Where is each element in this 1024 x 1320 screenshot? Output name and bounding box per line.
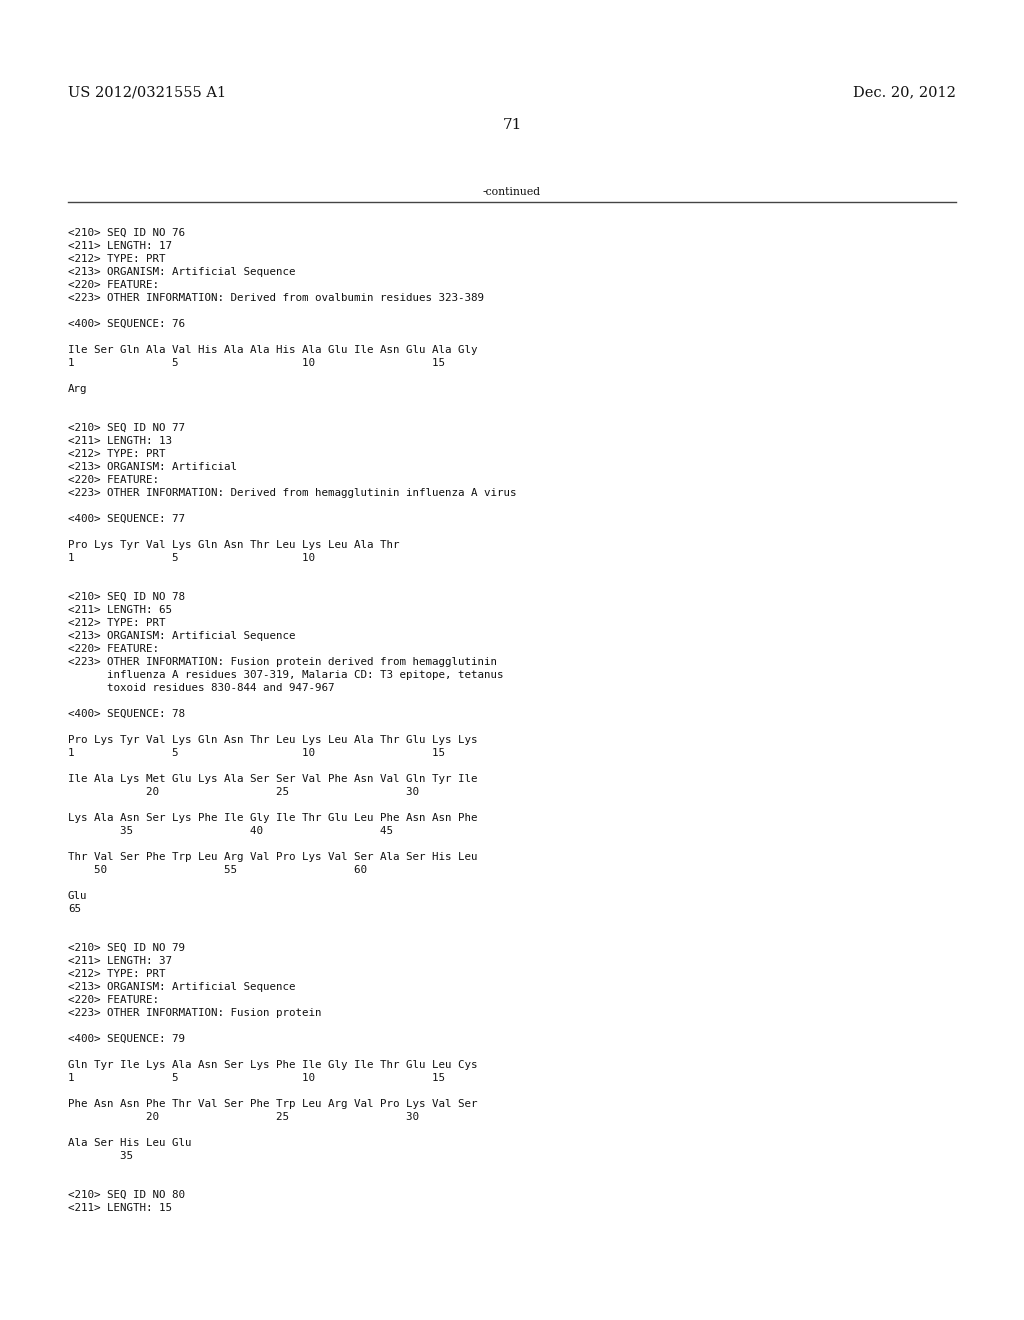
- Text: <213> ORGANISM: Artificial Sequence: <213> ORGANISM: Artificial Sequence: [68, 631, 296, 642]
- Text: <223> OTHER INFORMATION: Fusion protein derived from hemagglutinin: <223> OTHER INFORMATION: Fusion protein …: [68, 657, 497, 667]
- Text: <400> SEQUENCE: 78: <400> SEQUENCE: 78: [68, 709, 185, 719]
- Text: -continued: -continued: [483, 187, 541, 197]
- Text: Glu: Glu: [68, 891, 87, 902]
- Text: <400> SEQUENCE: 77: <400> SEQUENCE: 77: [68, 513, 185, 524]
- Text: 71: 71: [503, 117, 521, 132]
- Text: <211> LENGTH: 17: <211> LENGTH: 17: [68, 242, 172, 251]
- Text: Ile Ala Lys Met Glu Lys Ala Ser Ser Val Phe Asn Val Gln Tyr Ile: Ile Ala Lys Met Glu Lys Ala Ser Ser Val …: [68, 774, 477, 784]
- Text: 1               5                   10                  15: 1 5 10 15: [68, 748, 445, 758]
- Text: <220> FEATURE:: <220> FEATURE:: [68, 475, 159, 484]
- Text: <211> LENGTH: 65: <211> LENGTH: 65: [68, 605, 172, 615]
- Text: <210> SEQ ID NO 80: <210> SEQ ID NO 80: [68, 1191, 185, 1200]
- Text: <223> OTHER INFORMATION: Derived from hemagglutinin influenza A virus: <223> OTHER INFORMATION: Derived from he…: [68, 488, 516, 498]
- Text: influenza A residues 307-319, Malaria CD: T3 epitope, tetanus: influenza A residues 307-319, Malaria CD…: [68, 671, 504, 680]
- Text: Pro Lys Tyr Val Lys Gln Asn Thr Leu Lys Leu Ala Thr: Pro Lys Tyr Val Lys Gln Asn Thr Leu Lys …: [68, 540, 399, 550]
- Text: <220> FEATURE:: <220> FEATURE:: [68, 995, 159, 1005]
- Text: <213> ORGANISM: Artificial Sequence: <213> ORGANISM: Artificial Sequence: [68, 982, 296, 993]
- Text: <211> LENGTH: 37: <211> LENGTH: 37: [68, 956, 172, 966]
- Text: 35: 35: [68, 1151, 133, 1162]
- Text: 65: 65: [68, 904, 81, 913]
- Text: US 2012/0321555 A1: US 2012/0321555 A1: [68, 84, 226, 99]
- Text: 50                  55                  60: 50 55 60: [68, 865, 367, 875]
- Text: Ile Ser Gln Ala Val His Ala Ala His Ala Glu Ile Asn Glu Ala Gly: Ile Ser Gln Ala Val His Ala Ala His Ala …: [68, 345, 477, 355]
- Text: 35                  40                  45: 35 40 45: [68, 826, 393, 836]
- Text: <212> TYPE: PRT: <212> TYPE: PRT: [68, 969, 166, 979]
- Text: Arg: Arg: [68, 384, 87, 393]
- Text: <213> ORGANISM: Artificial: <213> ORGANISM: Artificial: [68, 462, 237, 473]
- Text: 1               5                   10                  15: 1 5 10 15: [68, 358, 445, 368]
- Text: <223> OTHER INFORMATION: Derived from ovalbumin residues 323-389: <223> OTHER INFORMATION: Derived from ov…: [68, 293, 484, 304]
- Text: <220> FEATURE:: <220> FEATURE:: [68, 280, 159, 290]
- Text: <223> OTHER INFORMATION: Fusion protein: <223> OTHER INFORMATION: Fusion protein: [68, 1008, 322, 1018]
- Text: <210> SEQ ID NO 77: <210> SEQ ID NO 77: [68, 422, 185, 433]
- Text: Thr Val Ser Phe Trp Leu Arg Val Pro Lys Val Ser Ala Ser His Leu: Thr Val Ser Phe Trp Leu Arg Val Pro Lys …: [68, 851, 477, 862]
- Text: Pro Lys Tyr Val Lys Gln Asn Thr Leu Lys Leu Ala Thr Glu Lys Lys: Pro Lys Tyr Val Lys Gln Asn Thr Leu Lys …: [68, 735, 477, 744]
- Text: <211> LENGTH: 15: <211> LENGTH: 15: [68, 1203, 172, 1213]
- Text: <400> SEQUENCE: 79: <400> SEQUENCE: 79: [68, 1034, 185, 1044]
- Text: <210> SEQ ID NO 79: <210> SEQ ID NO 79: [68, 942, 185, 953]
- Text: Dec. 20, 2012: Dec. 20, 2012: [853, 84, 956, 99]
- Text: Lys Ala Asn Ser Lys Phe Ile Gly Ile Thr Glu Leu Phe Asn Asn Phe: Lys Ala Asn Ser Lys Phe Ile Gly Ile Thr …: [68, 813, 477, 822]
- Text: <211> LENGTH: 13: <211> LENGTH: 13: [68, 436, 172, 446]
- Text: Ala Ser His Leu Glu: Ala Ser His Leu Glu: [68, 1138, 191, 1148]
- Text: 20                  25                  30: 20 25 30: [68, 1111, 419, 1122]
- Text: 1               5                   10: 1 5 10: [68, 553, 315, 564]
- Text: <212> TYPE: PRT: <212> TYPE: PRT: [68, 618, 166, 628]
- Text: <213> ORGANISM: Artificial Sequence: <213> ORGANISM: Artificial Sequence: [68, 267, 296, 277]
- Text: <400> SEQUENCE: 76: <400> SEQUENCE: 76: [68, 319, 185, 329]
- Text: <210> SEQ ID NO 76: <210> SEQ ID NO 76: [68, 228, 185, 238]
- Text: <220> FEATURE:: <220> FEATURE:: [68, 644, 159, 653]
- Text: 20                  25                  30: 20 25 30: [68, 787, 419, 797]
- Text: <212> TYPE: PRT: <212> TYPE: PRT: [68, 449, 166, 459]
- Text: <212> TYPE: PRT: <212> TYPE: PRT: [68, 253, 166, 264]
- Text: <210> SEQ ID NO 78: <210> SEQ ID NO 78: [68, 591, 185, 602]
- Text: 1               5                   10                  15: 1 5 10 15: [68, 1073, 445, 1082]
- Text: Phe Asn Asn Phe Thr Val Ser Phe Trp Leu Arg Val Pro Lys Val Ser: Phe Asn Asn Phe Thr Val Ser Phe Trp Leu …: [68, 1100, 477, 1109]
- Text: Gln Tyr Ile Lys Ala Asn Ser Lys Phe Ile Gly Ile Thr Glu Leu Cys: Gln Tyr Ile Lys Ala Asn Ser Lys Phe Ile …: [68, 1060, 477, 1071]
- Text: toxoid residues 830-844 and 947-967: toxoid residues 830-844 and 947-967: [68, 682, 335, 693]
